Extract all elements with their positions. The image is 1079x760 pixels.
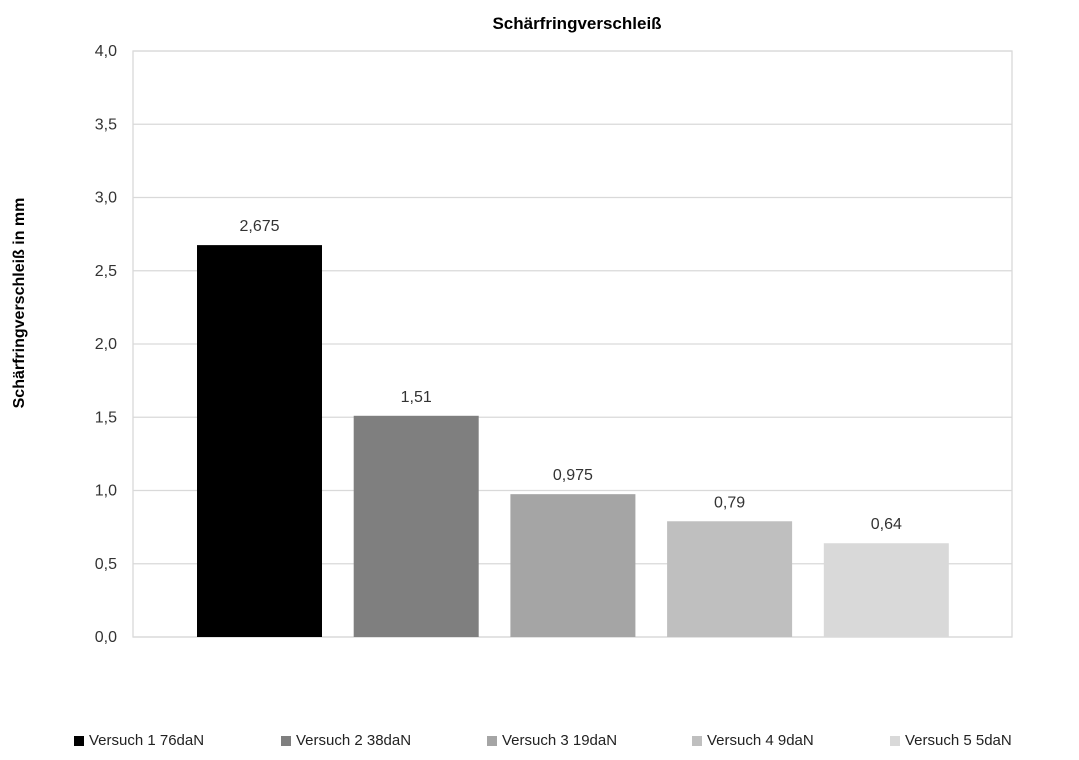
legend-swatch xyxy=(890,735,900,746)
y-axis-label: Schärfringverschleiß in mm xyxy=(11,198,28,409)
bar xyxy=(510,494,636,637)
legend-label: Versuch 1 76daN xyxy=(89,732,205,749)
legend-item: Versuch 2 38daN xyxy=(281,732,411,749)
legend-item: Versuch 4 9daN xyxy=(692,732,814,749)
y-tick-label: 3,0 xyxy=(95,190,117,207)
y-tick-label: 0,5 xyxy=(95,556,117,573)
y-tick-label: 1,0 xyxy=(95,483,117,500)
legend-item: Versuch 3 19daN xyxy=(487,732,617,749)
data-label: 0,79 xyxy=(714,494,745,511)
legend-label: Versuch 2 38daN xyxy=(296,732,412,749)
data-label: 2,675 xyxy=(239,218,279,235)
data-label: 0,64 xyxy=(871,516,902,533)
y-tick-label: 3,5 xyxy=(95,116,117,133)
legend-swatch xyxy=(487,735,497,746)
legend-swatch xyxy=(74,735,84,746)
chart-canvas: Schärfringverschleiß Schärfringverschleiß… xyxy=(11,14,1013,646)
bar xyxy=(353,415,479,637)
bar xyxy=(823,543,949,637)
y-tick-label: 4,0 xyxy=(95,43,117,60)
legend-label: Versuch 4 9daN xyxy=(707,732,814,749)
chart-title: Schärfringverschleiß xyxy=(492,14,661,33)
legend-swatch xyxy=(692,735,702,746)
legend-item: Versuch 5 5daN xyxy=(890,732,1012,749)
legend-label: Versuch 5 5daN xyxy=(905,732,1012,749)
y-tick-label: 1,5 xyxy=(95,409,117,426)
y-tick-label: 2,5 xyxy=(95,263,117,280)
data-label: 1,51 xyxy=(401,389,432,406)
legend-label: Versuch 3 19daN xyxy=(502,732,618,749)
bar xyxy=(197,245,322,638)
bar xyxy=(667,521,793,637)
data-label: 0,975 xyxy=(553,467,593,484)
y-tick-label: 0,0 xyxy=(95,629,117,646)
legend: Versuch 1 76daN Versuch 2 38daN Versuch 3 … xyxy=(0,732,1079,754)
legend-swatch xyxy=(281,735,291,746)
legend-item: Versuch 1 76daN xyxy=(74,732,204,749)
y-tick-label: 2,0 xyxy=(95,336,117,353)
